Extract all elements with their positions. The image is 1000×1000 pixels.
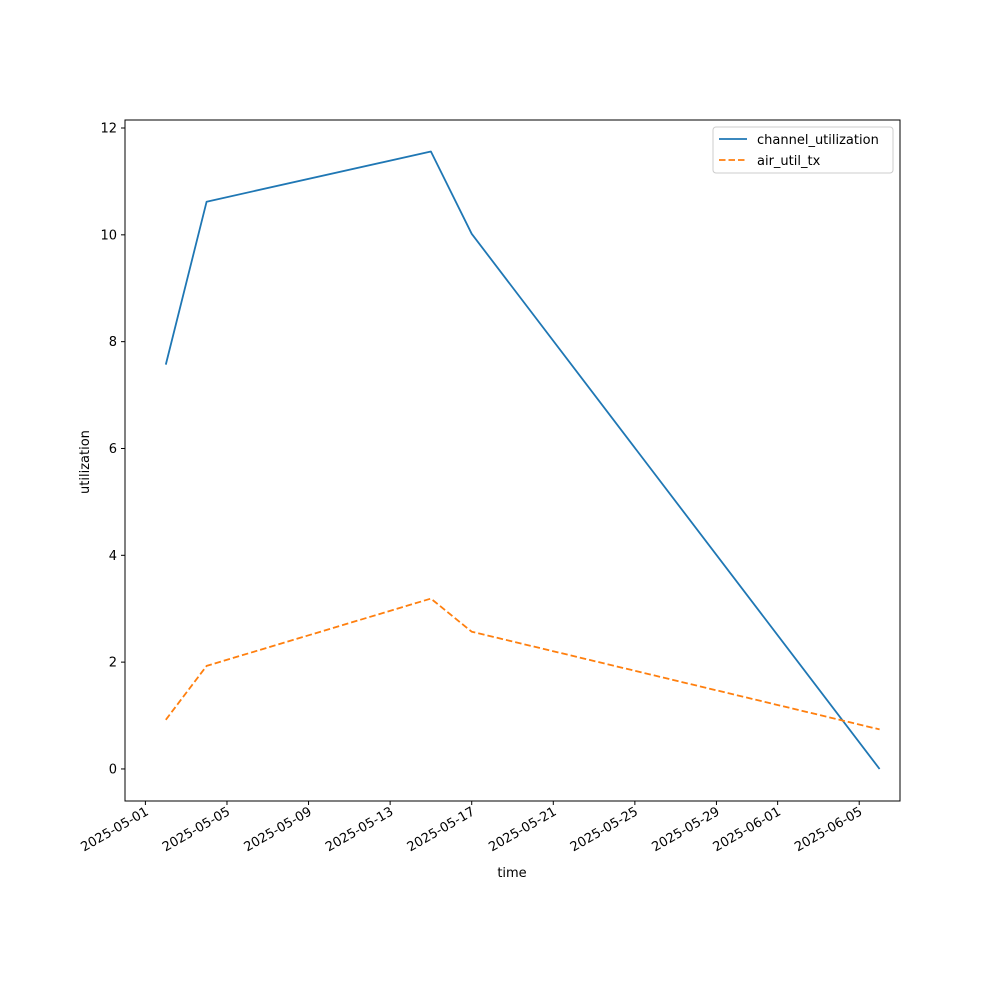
y-tick-label: 2 xyxy=(109,656,117,671)
y-axis-label: utilization xyxy=(78,430,93,494)
legend: channel_utilization air_util_tx xyxy=(712,126,894,174)
axes-frame xyxy=(124,119,901,802)
plot-area xyxy=(164,150,881,770)
y-tick-label: 8 xyxy=(109,335,117,350)
legend-label: channel_utilization xyxy=(757,133,879,148)
series-line-channel-utilization xyxy=(164,150,881,770)
legend-box xyxy=(712,126,894,174)
series-line-air-util-tx xyxy=(165,597,880,731)
y-tick-label: 10 xyxy=(100,228,117,243)
y-tick-label: 6 xyxy=(109,442,117,457)
legend-label: air_util_tx xyxy=(757,154,821,169)
y-tick-label: 4 xyxy=(109,549,117,564)
y-tick-label: 0 xyxy=(109,762,117,777)
x-axis-label: time xyxy=(497,866,526,881)
y-tick-label: 12 xyxy=(100,122,117,137)
